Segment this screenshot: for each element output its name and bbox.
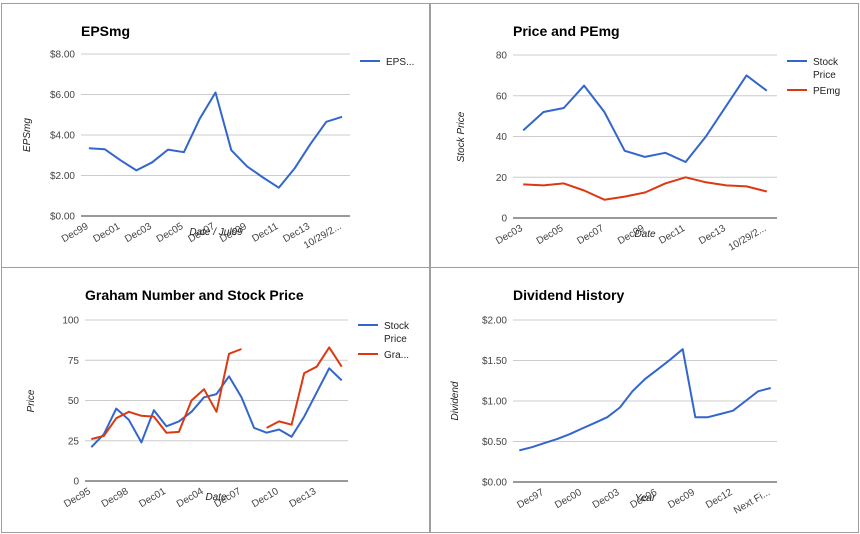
- chart-panel-dividend-history: Dividend History $0.00 $0.50 $1.00 $1.50 $2.0…: [430, 267, 859, 533]
- x-axis-title: Date: [634, 229, 656, 240]
- x-tick-label: Dec01: [92, 221, 123, 245]
- y-tick-label: 40: [496, 132, 508, 143]
- y-axis-title: EPSmg: [22, 118, 33, 152]
- y-tick-label: 25: [68, 436, 80, 447]
- x-tick-label: Dec04: [175, 486, 206, 510]
- y-tick-label: $6.00: [50, 90, 75, 101]
- x-tick-label: Dec03: [591, 487, 622, 511]
- x-tick-label: Dec12: [704, 487, 735, 511]
- x-tick-label: 10/29/2...: [727, 223, 769, 253]
- y-axis-title: Stock Price: [456, 111, 467, 162]
- x-tick-label: Dec11: [250, 221, 280, 245]
- chart-panel-graham-number: Graham Number and Stock Price 0 25 50 75 100 D…: [1, 267, 430, 533]
- price-pemg-chart: Price and PEmg 0 20 40 60 80 Dec03 Dec05 Dec07 De…: [456, 23, 840, 253]
- y-tick-label: $2.00: [50, 171, 75, 182]
- x-tick-label: Dec99: [60, 221, 91, 245]
- series-line-pemg: [523, 176, 768, 201]
- y-tick-label: 75: [68, 356, 80, 367]
- chart-title: Dividend History: [513, 287, 624, 303]
- x-axis-title: Year: [635, 493, 656, 504]
- y-tick-label: 0: [73, 477, 79, 488]
- x-tick-label: Next Fi...: [732, 487, 772, 517]
- y-tick-label: $4.00: [50, 131, 75, 142]
- graham-number-chart: Graham Number and Stock Price 0 25 50 75 100 D…: [26, 287, 410, 510]
- legend-entry: PEmg: [813, 86, 840, 97]
- x-tick-label: Dec03: [494, 223, 525, 247]
- x-tick-label: Dec98: [100, 486, 131, 510]
- x-tick-label: Dec09: [666, 487, 697, 511]
- chart-title: EPSmg: [81, 23, 130, 39]
- dividend-history-chart: Dividend History $0.00 $0.50 $1.00 $1.50 $2.0…: [450, 287, 777, 517]
- x-tick-label: Dec00: [553, 487, 584, 511]
- y-tick-label: 20: [496, 173, 508, 184]
- y-axis-title: Dividend: [450, 381, 461, 420]
- x-tick-label: Dec13: [288, 486, 319, 510]
- epsmg-chart: EPSmg $0.00 $2.00 $4.00 $6.00 $8.00 Dec99 Dec01…: [22, 23, 414, 251]
- series-line-gra: [91, 348, 242, 441]
- x-axis-title: Date / Jul99: [189, 227, 243, 238]
- x-tick-label: Dec11: [657, 223, 687, 247]
- y-tick-label: 50: [68, 396, 80, 407]
- series-line-gra: [266, 346, 343, 429]
- legend-entry: EPS...: [386, 57, 414, 68]
- y-tick-label: $8.00: [50, 50, 75, 61]
- x-tick-label: Dec01: [137, 486, 168, 510]
- chart-title: Graham Number and Stock Price: [85, 287, 304, 303]
- x-tick-label: Dec95: [62, 486, 93, 510]
- x-tick-label: Dec05: [535, 223, 566, 247]
- y-tick-label: $1.50: [482, 356, 507, 367]
- legend-entry: Stock Price: [384, 321, 410, 345]
- y-tick-label: 100: [62, 316, 79, 327]
- x-tick-label: Dec13: [697, 223, 728, 247]
- series-line-stock-price: [90, 367, 343, 448]
- series-line-stock-price: [522, 74, 768, 163]
- chart-panel-epsmg: EPSmg $0.00 $2.00 $4.00 $6.00 $8.00 Dec99 Dec01…: [1, 3, 430, 268]
- x-tick-label: Dec07: [575, 223, 606, 247]
- x-tick-label: Dec97: [515, 487, 546, 511]
- y-tick-label: $0.50: [482, 437, 507, 448]
- y-axis-title: Price: [26, 389, 37, 412]
- x-tick-label: Dec10: [250, 486, 281, 510]
- y-tick-label: 0: [501, 214, 507, 225]
- y-tick-label: 60: [496, 91, 508, 102]
- series-line-eps: [88, 91, 343, 189]
- y-tick-label: $1.00: [482, 397, 507, 408]
- legend-entry: Gra...: [384, 350, 409, 361]
- y-tick-label: $0.00: [50, 212, 75, 223]
- series-line-dividend: [519, 348, 771, 452]
- x-tick-label: Dec05: [155, 221, 186, 245]
- y-tick-label: $2.00: [482, 316, 507, 327]
- x-tick-label: Dec03: [123, 221, 154, 245]
- y-tick-label: $0.00: [482, 478, 507, 489]
- chart-title: Price and PEmg: [513, 23, 620, 39]
- y-tick-label: 80: [496, 51, 508, 62]
- x-axis-title: Date: [205, 492, 227, 503]
- chart-panel-price-pemg: Price and PEmg 0 20 40 60 80 Dec03 Dec05 Dec07 De…: [430, 3, 859, 268]
- legend-entry: Stock Price: [813, 57, 839, 81]
